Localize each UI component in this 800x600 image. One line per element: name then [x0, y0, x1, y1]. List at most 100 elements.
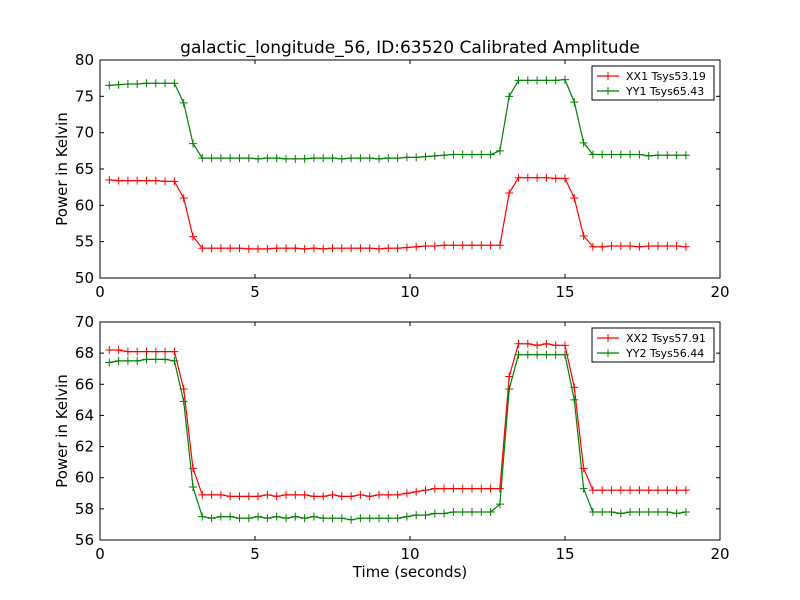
data-point	[579, 138, 588, 147]
x-tick-label: 0	[95, 283, 105, 301]
data-point	[272, 244, 281, 253]
data-point	[542, 173, 551, 182]
data-point	[412, 242, 421, 251]
x-tick-label: 15	[555, 283, 574, 301]
data-point	[635, 486, 644, 495]
data-point	[430, 484, 439, 493]
data-point	[523, 76, 532, 85]
data-point	[598, 242, 607, 251]
data-point	[337, 154, 346, 163]
data-point	[495, 146, 504, 155]
legend-box	[591, 327, 715, 363]
data-point	[216, 154, 225, 163]
data-point	[133, 356, 142, 365]
data-point	[291, 244, 300, 253]
data-point	[151, 355, 160, 364]
data-point	[681, 151, 690, 160]
data-point	[179, 194, 188, 203]
data-point	[514, 339, 523, 348]
data-point	[440, 509, 449, 518]
data-point	[477, 507, 486, 516]
data-point	[681, 486, 690, 495]
y-tick-label: 68	[75, 344, 94, 362]
data-point	[402, 243, 411, 252]
data-point	[644, 486, 653, 495]
data-point	[393, 514, 402, 523]
data-point	[505, 92, 514, 101]
data-point	[421, 486, 430, 495]
data-point	[607, 242, 616, 251]
data-point	[588, 242, 597, 251]
data-point	[430, 242, 439, 251]
data-point	[514, 173, 523, 182]
data-point	[468, 150, 476, 159]
data-point	[244, 244, 253, 253]
data-point	[402, 489, 411, 498]
data-point	[477, 150, 486, 159]
data-point	[644, 507, 653, 516]
data-point	[161, 79, 170, 88]
data-point	[551, 76, 560, 85]
data-point	[384, 490, 393, 499]
data-point	[123, 176, 132, 185]
data-point	[449, 241, 458, 250]
data-point	[495, 241, 504, 250]
data-point	[654, 486, 662, 495]
data-point	[449, 150, 458, 159]
data-point	[319, 154, 328, 163]
data-point	[477, 241, 486, 250]
data-point	[244, 492, 253, 501]
data-point	[189, 483, 197, 492]
data-point	[626, 486, 635, 495]
data-point	[523, 350, 532, 359]
data-point	[300, 490, 309, 499]
x-axis-label: Time (seconds)	[352, 563, 468, 581]
data-point	[263, 490, 272, 499]
data-point	[440, 151, 449, 160]
data-point	[468, 484, 476, 493]
data-point	[579, 231, 588, 240]
data-point	[644, 151, 653, 160]
data-point	[207, 154, 216, 163]
data-point	[365, 514, 374, 523]
data-point	[421, 511, 430, 520]
data-point	[282, 154, 290, 163]
data-point	[561, 75, 569, 84]
bottom-panel: 0 5 10 15 20 56 58 60 62 64 66 68 70 Power in Kelvin T…	[53, 313, 730, 581]
data-point	[356, 244, 365, 253]
data-point	[216, 244, 225, 253]
data-point	[449, 507, 458, 516]
data-point	[458, 507, 467, 516]
data-point	[616, 150, 625, 159]
data-point	[505, 188, 514, 197]
data-point	[347, 154, 356, 163]
data-point	[309, 512, 318, 521]
data-point	[216, 490, 225, 499]
data-point	[598, 150, 607, 159]
data-point	[458, 150, 467, 159]
data-point	[533, 341, 542, 350]
data-point	[430, 151, 439, 160]
data-point	[114, 346, 123, 355]
data-point	[412, 487, 421, 496]
data-point	[486, 241, 495, 250]
data-point	[328, 514, 337, 523]
x-tick-label: 20	[710, 283, 729, 301]
data-point	[384, 154, 393, 163]
data-point	[393, 490, 402, 499]
data-point	[142, 176, 151, 185]
data-point	[328, 490, 337, 499]
data-point	[263, 514, 272, 523]
data-point	[235, 154, 244, 163]
data-point	[672, 242, 681, 251]
y-tick-label: 58	[75, 500, 94, 518]
data-point	[458, 484, 467, 493]
data-point	[216, 512, 225, 521]
data-point	[309, 244, 318, 253]
data-point	[654, 242, 662, 251]
data-point	[105, 346, 114, 355]
y-tick-label: 64	[75, 406, 94, 424]
data-point	[282, 490, 290, 499]
data-point	[161, 177, 170, 186]
data-point	[254, 512, 263, 521]
